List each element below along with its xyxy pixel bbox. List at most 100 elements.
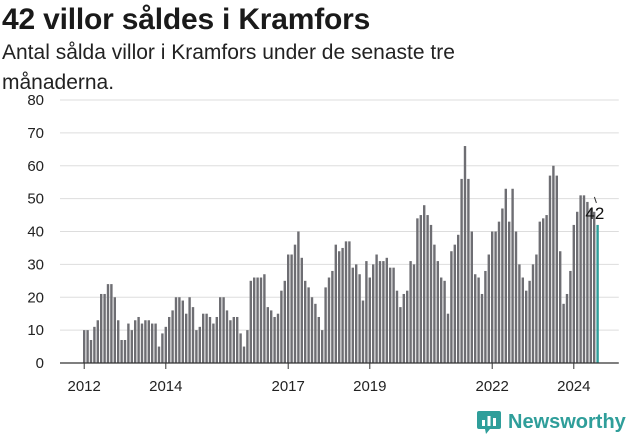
bar xyxy=(307,287,310,363)
bar xyxy=(453,244,456,363)
bar xyxy=(463,146,467,363)
bar xyxy=(412,264,416,364)
bar xyxy=(86,330,89,364)
bar xyxy=(151,323,154,363)
bar xyxy=(195,330,198,364)
bar xyxy=(514,231,518,363)
bar xyxy=(542,218,545,363)
bar xyxy=(331,270,334,363)
bar xyxy=(188,297,191,363)
bar xyxy=(168,316,171,363)
bar xyxy=(372,264,375,364)
bar xyxy=(232,316,235,363)
y-tick-label: 60 xyxy=(27,158,44,175)
bar xyxy=(317,316,320,363)
bar xyxy=(130,330,133,364)
y-tick-label: 50 xyxy=(27,191,44,208)
bar xyxy=(419,215,422,363)
bar xyxy=(310,297,314,363)
bar xyxy=(280,290,283,363)
bar xyxy=(334,244,337,363)
bar xyxy=(487,254,490,363)
bar xyxy=(123,339,127,363)
bar xyxy=(443,280,446,363)
bar xyxy=(103,293,106,363)
bar xyxy=(106,284,110,363)
bar xyxy=(89,339,93,363)
bar xyxy=(440,277,443,363)
bar xyxy=(266,307,269,363)
bar xyxy=(484,270,487,363)
bar xyxy=(504,188,507,363)
y-tick-label: 20 xyxy=(27,289,44,306)
bar xyxy=(120,339,123,363)
bar xyxy=(409,261,412,363)
y-tick-label: 80 xyxy=(27,92,44,109)
bar xyxy=(140,323,144,363)
bar xyxy=(300,257,303,363)
bar xyxy=(450,251,453,363)
bar xyxy=(480,293,484,363)
bar xyxy=(389,267,392,363)
bar xyxy=(535,254,538,363)
y-tick-label: 10 xyxy=(27,322,44,339)
bar xyxy=(191,307,195,363)
bar xyxy=(273,316,276,363)
bar xyxy=(365,261,368,363)
bar xyxy=(589,208,592,363)
bar xyxy=(208,316,212,363)
bar xyxy=(259,277,263,363)
bar xyxy=(382,261,385,363)
bar xyxy=(96,320,99,363)
bar xyxy=(239,333,242,363)
x-tick-label: 2017 xyxy=(272,378,305,395)
bar xyxy=(518,264,521,364)
bar xyxy=(548,175,552,363)
bar xyxy=(110,284,113,363)
y-tick-label: 40 xyxy=(27,224,44,241)
bar xyxy=(327,277,331,363)
bar-latest xyxy=(596,224,599,363)
bar xyxy=(555,175,558,363)
bar xyxy=(525,290,528,363)
gridlines xyxy=(60,99,619,331)
bar xyxy=(181,300,184,363)
bar xyxy=(157,346,161,363)
bar xyxy=(270,310,273,363)
bar-chart-logo-icon xyxy=(477,411,501,434)
bar xyxy=(477,277,480,363)
bar xyxy=(297,231,300,363)
bar xyxy=(283,280,286,363)
bar xyxy=(205,313,208,363)
x-tick-label: 2022 xyxy=(476,378,509,395)
bar xyxy=(100,293,103,363)
bar xyxy=(171,310,174,363)
bar xyxy=(355,264,358,364)
bar xyxy=(565,293,569,363)
bar xyxy=(395,290,399,363)
bar xyxy=(559,251,562,363)
brand-name: Newsworthy xyxy=(508,410,626,433)
bar xyxy=(249,280,252,363)
bar xyxy=(508,221,511,363)
bar xyxy=(83,330,86,364)
bar xyxy=(586,201,589,363)
bar xyxy=(361,300,365,363)
brand-logo: Newsworthy xyxy=(476,407,626,437)
bar xyxy=(474,274,477,363)
bar xyxy=(236,316,239,363)
bar xyxy=(538,221,541,363)
bar xyxy=(117,320,120,363)
bar xyxy=(344,241,348,363)
bar xyxy=(212,323,215,363)
bar xyxy=(582,195,586,363)
bar xyxy=(276,313,280,363)
bar xyxy=(287,254,290,363)
bar xyxy=(562,303,565,363)
annotations: 42 xyxy=(585,196,604,223)
y-tick-label: 0 xyxy=(36,355,44,372)
bar xyxy=(457,234,460,363)
bar xyxy=(569,270,572,363)
bar xyxy=(531,264,535,364)
